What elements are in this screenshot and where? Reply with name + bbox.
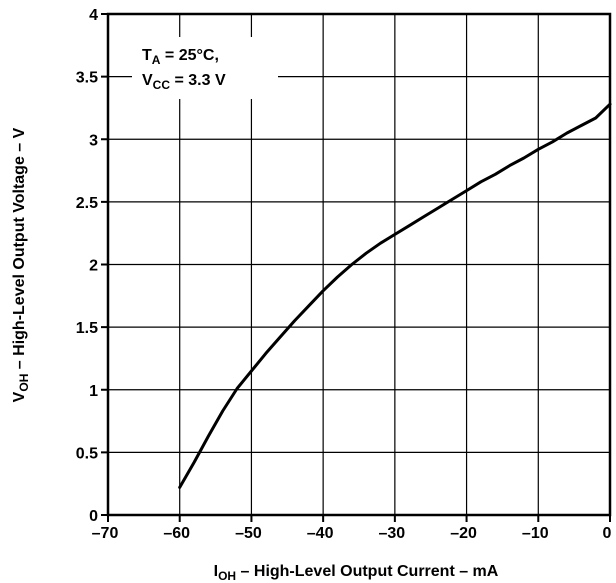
annotation-2-sub: CC (153, 78, 171, 92)
x-tick-label: –60 (163, 525, 190, 542)
annotation-line-1: TA = 25°C, (142, 47, 219, 67)
x-axis-title: IOH – High-Level Output Current – mA (214, 563, 499, 583)
y-title-rest: – High-Level Output Voltage – V (11, 127, 28, 373)
x-tick-label: –20 (450, 525, 477, 542)
x-tick-label: –70 (92, 525, 119, 542)
y-tick-label: 3 (89, 132, 98, 149)
annotation-2-main: V (142, 72, 153, 89)
x-tick-label: –50 (235, 525, 262, 542)
y-tick-label: 3.5 (76, 70, 98, 87)
x-tick-label: –40 (307, 525, 334, 542)
annotation-1-sub: A (152, 53, 161, 67)
y-tick-label: 1.5 (76, 320, 98, 337)
annotation-2-rest: = 3.3 V (170, 72, 226, 89)
x-title-sub: OH (218, 569, 236, 583)
y-tick-label: 2 (89, 258, 98, 275)
y-tick-labels: 0 0.5 1 1.5 2 2.5 3 3.5 4 (76, 7, 98, 525)
x-title-rest: – High-Level Output Current – mA (236, 563, 499, 580)
y-title-sub: OH (17, 374, 31, 392)
x-title-main: I (214, 563, 218, 580)
y-tick-label: 0 (89, 508, 98, 525)
x-tick-label: –10 (522, 525, 549, 542)
y-axis-title: VOH – High-Level Output Voltage – V (11, 127, 31, 402)
annotation-1-main: T (142, 47, 152, 64)
y-tick-label: 1 (89, 383, 98, 400)
plot-frame (106, 12, 612, 517)
y-tick-label: 2.5 (76, 195, 98, 212)
annotation-line-2: VCC = 3.3 V (142, 72, 226, 92)
series-line (178, 102, 612, 489)
x-tick-label: –30 (379, 525, 406, 542)
annotation-box (132, 37, 278, 99)
x-tick-label: 0 (603, 525, 612, 542)
y-title-main: V (11, 391, 28, 402)
y-tick-label: 0.5 (76, 445, 98, 462)
y-tick-label: 4 (89, 7, 98, 24)
x-tick-labels: –70 –60 –50 –40 –30 –20 –10 0 (92, 525, 612, 542)
annotation-1-rest: = 25°C, (160, 47, 218, 64)
